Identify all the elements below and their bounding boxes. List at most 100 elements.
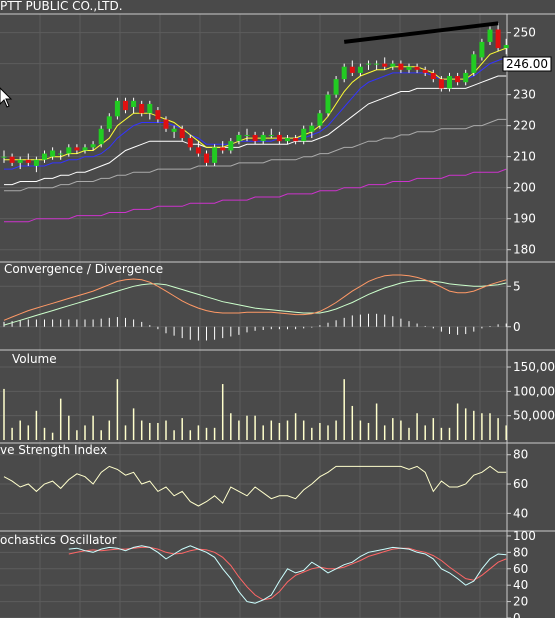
axis-tick-label: 200 xyxy=(513,181,536,195)
axis-tick-label: 180 xyxy=(513,243,536,257)
stochastic-axis: 0 20 40 60 80 100 xyxy=(507,529,536,618)
candle-body xyxy=(455,76,461,83)
macd-histogram xyxy=(3,313,507,341)
candle-body xyxy=(422,69,428,73)
candle-body xyxy=(17,159,23,163)
axis-tick-label: 210 xyxy=(513,150,536,164)
candle-body xyxy=(390,63,396,67)
candle-body xyxy=(195,147,201,154)
candle-body xyxy=(244,134,250,136)
axis-tick-label: 50,000 xyxy=(513,409,555,423)
trendline xyxy=(343,21,499,44)
macd-lines xyxy=(3,274,507,326)
candle-body xyxy=(276,134,282,142)
ma-line-gray xyxy=(4,118,507,192)
candle-body xyxy=(349,66,355,73)
candle-body xyxy=(171,128,177,132)
axis-tick-label: 250 xyxy=(513,26,536,40)
macd-line xyxy=(3,274,507,321)
axis-tick-label: 150,000 xyxy=(513,360,555,374)
candle-body xyxy=(163,119,169,129)
axis-tick-label: 0 xyxy=(513,611,521,618)
candle-body xyxy=(82,147,88,151)
axis-tick-label: 40 xyxy=(513,578,528,592)
candle-body xyxy=(366,63,371,65)
rsi-line xyxy=(3,465,507,507)
price-badge-box xyxy=(502,56,552,72)
candle-body xyxy=(447,76,452,89)
candle-body xyxy=(471,54,477,73)
panel-borders xyxy=(0,13,555,618)
candle-body xyxy=(228,141,234,151)
stochastic-k-line xyxy=(68,545,507,604)
axis-tick-label: 60 xyxy=(513,477,528,491)
candle-body xyxy=(325,94,331,114)
candle-body xyxy=(414,66,420,70)
axis-tick-label: 0 xyxy=(513,320,521,334)
candle-body xyxy=(131,100,137,108)
candle-body xyxy=(98,128,104,145)
axis-tick-label: 230 xyxy=(513,88,536,102)
candle-body xyxy=(479,41,485,58)
candle-body xyxy=(1,156,7,158)
candle-body xyxy=(293,138,299,142)
volume-axis: 50,000 100,000 150,000 xyxy=(507,360,555,423)
candle-body xyxy=(285,138,290,142)
rsi-axis: 40 60 80 xyxy=(507,448,528,520)
mouse-cursor-icon xyxy=(0,87,13,108)
ma-line-purple xyxy=(4,168,507,223)
stochastic-lines xyxy=(68,545,507,604)
candle-body xyxy=(25,159,31,163)
price-badge: 246.00 xyxy=(502,56,552,72)
candle-body xyxy=(58,153,64,155)
candle-body xyxy=(430,72,436,80)
axis-tick-label: 80 xyxy=(513,545,528,559)
axis-tick-label: 80 xyxy=(513,448,528,462)
stochastic-d-line xyxy=(68,546,507,601)
volume-panel-title: Volume xyxy=(12,352,57,366)
candle-body xyxy=(139,103,145,114)
candle-body xyxy=(317,113,323,126)
candle-body xyxy=(236,134,242,142)
axis-tick-label: 20 xyxy=(513,595,528,609)
candle-body xyxy=(260,134,266,142)
candle-body xyxy=(106,116,112,129)
chart-title: PTT PUBLIC CO.,LTD. xyxy=(0,0,123,13)
candle-body xyxy=(374,63,380,65)
candle-body xyxy=(204,153,209,163)
candle-body xyxy=(252,134,258,142)
price-candles xyxy=(1,21,509,173)
axis-tick-label: 5 xyxy=(513,279,521,293)
candle-body xyxy=(333,79,339,95)
candle-body xyxy=(309,125,315,132)
axis-tick-label: 100,000 xyxy=(513,384,555,398)
candle-body xyxy=(398,63,404,70)
candle-body xyxy=(114,100,120,117)
candle-body xyxy=(66,147,72,154)
volume-bars xyxy=(3,379,507,440)
candle-body xyxy=(406,66,412,70)
ma-line-white xyxy=(4,75,507,186)
rsi-panel-title: ve Strength Index xyxy=(0,443,107,457)
rsi-line xyxy=(3,465,507,507)
candle-body xyxy=(42,153,47,160)
candle-body xyxy=(212,147,218,163)
candle-body xyxy=(123,100,128,111)
candle-body xyxy=(220,147,226,151)
candle-body xyxy=(33,159,39,166)
axis-tick-label: 40 xyxy=(513,506,528,520)
candle-body xyxy=(155,110,161,120)
axis-tick-label: 100 xyxy=(513,529,536,543)
candle-body xyxy=(495,29,501,49)
macd-axis: 05 xyxy=(507,279,521,334)
candle-body xyxy=(90,144,96,148)
candle-body xyxy=(187,138,193,148)
macd-panel-title: Convergence / Divergence xyxy=(4,262,163,276)
candle-body xyxy=(438,79,444,89)
candle-body xyxy=(268,134,274,136)
macd-signal-line xyxy=(3,280,507,326)
candle-body xyxy=(179,128,185,139)
candle-body xyxy=(301,128,307,142)
